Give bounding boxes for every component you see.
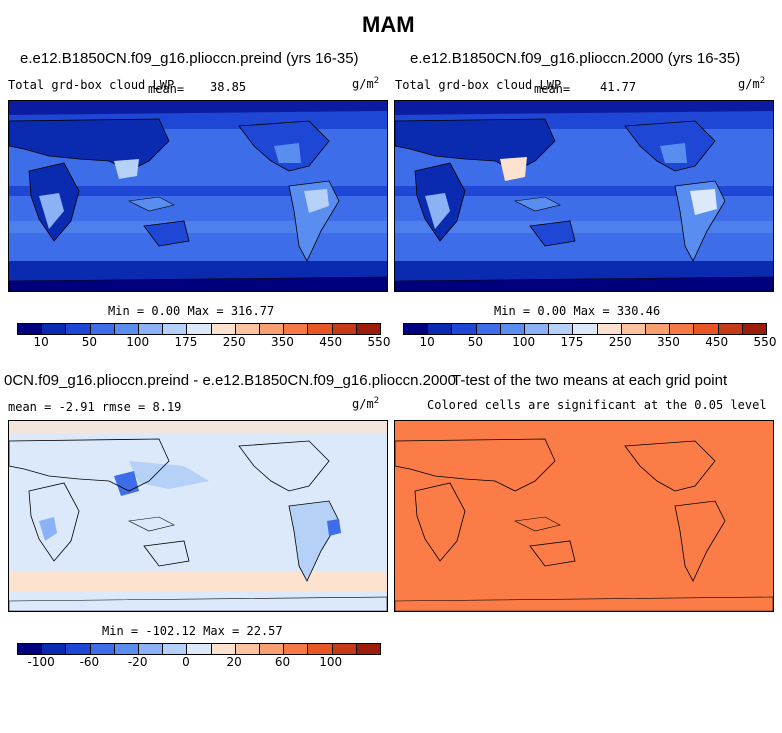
colorbar-cell: [90, 644, 115, 654]
panel3-title: 0CN.f09_g16.plioccn.preind - e.e12.B1850…: [4, 372, 456, 389]
colorbar-cell: [452, 324, 477, 334]
colorbar-cell: [260, 324, 285, 334]
panel1-map: [8, 100, 388, 292]
colorbar-cell: [597, 324, 622, 334]
colorbar-cell: [114, 644, 140, 654]
colorbar-cell: [670, 324, 695, 334]
colorbar-tick-label: 0: [182, 655, 190, 669]
panel1-colorbar-labels: 10 50 100 175 250 350 450 550: [0, 335, 782, 351]
colorbar-cell: [332, 324, 357, 334]
colorbar-cell: [356, 324, 381, 334]
colorbar-cell: [694, 324, 719, 334]
colorbar-tick-label: -100: [27, 655, 55, 669]
colorbar-cell: [573, 324, 598, 334]
panel3-colorbar-labels: -100 -60 -20 0 20 60 100: [0, 655, 782, 671]
colorbar-tick-label: 350: [657, 335, 680, 349]
colorbar-tick-label: 250: [608, 335, 632, 349]
panel2-mean-label: mean=: [534, 82, 571, 96]
colorbar-tick-label: 250: [222, 335, 246, 349]
panel2-map: [394, 100, 774, 292]
colorbar-cell: [187, 324, 212, 334]
colorbar-cell: [284, 324, 309, 334]
colorbar-tick-label: 100: [319, 655, 343, 669]
panel2-units: g/m2: [738, 76, 766, 91]
panel2-mean-value: 41.77: [600, 80, 637, 94]
colorbar-cell: [163, 644, 188, 654]
colorbar-tick-label: 50: [467, 335, 484, 349]
colorbar-tick-label: 450: [319, 335, 343, 349]
colorbar-tick-label: 100: [512, 335, 536, 349]
colorbar-tick-label: 550: [753, 335, 777, 349]
colorbar-cell: [308, 644, 333, 654]
colorbar-cell: [235, 324, 261, 334]
colorbar-tick-label: 10: [419, 335, 435, 349]
colorbar-tick-label: 350: [271, 335, 294, 349]
colorbar-tick-label: 50: [81, 335, 98, 349]
colorbar-cell: [646, 324, 671, 334]
colorbar-cell: [284, 644, 309, 654]
colorbar-tick-label: 450: [705, 335, 729, 349]
colorbar-cell: [139, 644, 164, 654]
colorbar-tick-label: 175: [560, 335, 584, 349]
colorbar-tick-label: -20: [127, 655, 148, 669]
colorbar-cell: [525, 324, 550, 334]
panel4-map: [394, 420, 774, 612]
colorbar-cell: [163, 324, 188, 334]
colorbar-cell: [404, 324, 429, 334]
colorbar-cell: [114, 324, 140, 334]
colorbar-tick-label: 550: [367, 335, 391, 349]
colorbar-tick-label: 60: [274, 655, 291, 669]
colorbar-cell: [428, 324, 453, 334]
panel1-variable: Total grd-box cloud LWP: [8, 78, 175, 92]
colorbar-cell: [356, 644, 381, 654]
colorbar-tick-label: 10: [33, 335, 49, 349]
colorbar-cell: [66, 324, 91, 334]
colorbar-cell: [549, 324, 574, 334]
panel4-subtitle: Colored cells are significant at the 0.0…: [427, 398, 767, 412]
colorbar-tick-label: -60: [79, 655, 100, 669]
panel1-colorbar: [17, 323, 381, 335]
colorbar-cell: [18, 644, 43, 654]
colorbar-cell: [260, 644, 285, 654]
colorbar-cell: [332, 644, 357, 654]
colorbar-tick-label: 100: [126, 335, 150, 349]
colorbar-cell: [476, 324, 501, 334]
colorbar-cell: [42, 644, 67, 654]
colorbar-cell: [66, 644, 91, 654]
panel3-map: [8, 420, 388, 612]
colorbar-cell: [621, 324, 647, 334]
panel2-colorbar: [403, 323, 767, 335]
colorbar-cell: [90, 324, 115, 334]
colorbar-cell: [211, 644, 236, 654]
colorbar-cell: [500, 324, 526, 334]
colorbar-cell: [742, 324, 767, 334]
colorbar-cell: [718, 324, 743, 334]
panel3-units: g/m2: [352, 396, 380, 411]
colorbar-cell: [139, 324, 164, 334]
colorbar-cell: [211, 324, 236, 334]
panel1-units: g/m2: [352, 76, 380, 91]
colorbar-cell: [42, 324, 67, 334]
panel1-title: e.e12.B1850CN.f09_g16.plioccn.preind (yr…: [20, 50, 359, 67]
panel3-minmax: Min = -102.12 Max = 22.57: [102, 624, 283, 638]
panel2-colorbar-labels: 10 50 100 175 250 350 450 550: [0, 335, 782, 351]
colorbar-cell: [235, 644, 261, 654]
colorbar-tick-label: 175: [174, 335, 198, 349]
colorbar-tick-label: 20: [226, 655, 242, 669]
panel2-title: e.e12.B1850CN.f09_g16.plioccn.2000 (yrs …: [410, 50, 741, 67]
figure-title: MAM: [362, 12, 415, 37]
panel2-minmax: Min = 0.00 Max = 330.46: [494, 304, 661, 318]
panel2-variable: Total grd-box cloud LWP: [395, 78, 562, 92]
panel1-mean-value: 38.85: [210, 80, 247, 94]
panel3-stats: mean = -2.91 rmse = 8.19: [8, 400, 182, 414]
panel1-minmax: Min = 0.00 Max = 316.77: [108, 304, 275, 318]
colorbar-cell: [18, 324, 43, 334]
colorbar-cell: [187, 644, 212, 654]
panel4-title: T-test of the two means at each grid poi…: [452, 372, 728, 389]
panel1-mean-label: mean=: [148, 82, 185, 96]
colorbar-cell: [308, 324, 333, 334]
panel3-colorbar: [17, 643, 381, 655]
